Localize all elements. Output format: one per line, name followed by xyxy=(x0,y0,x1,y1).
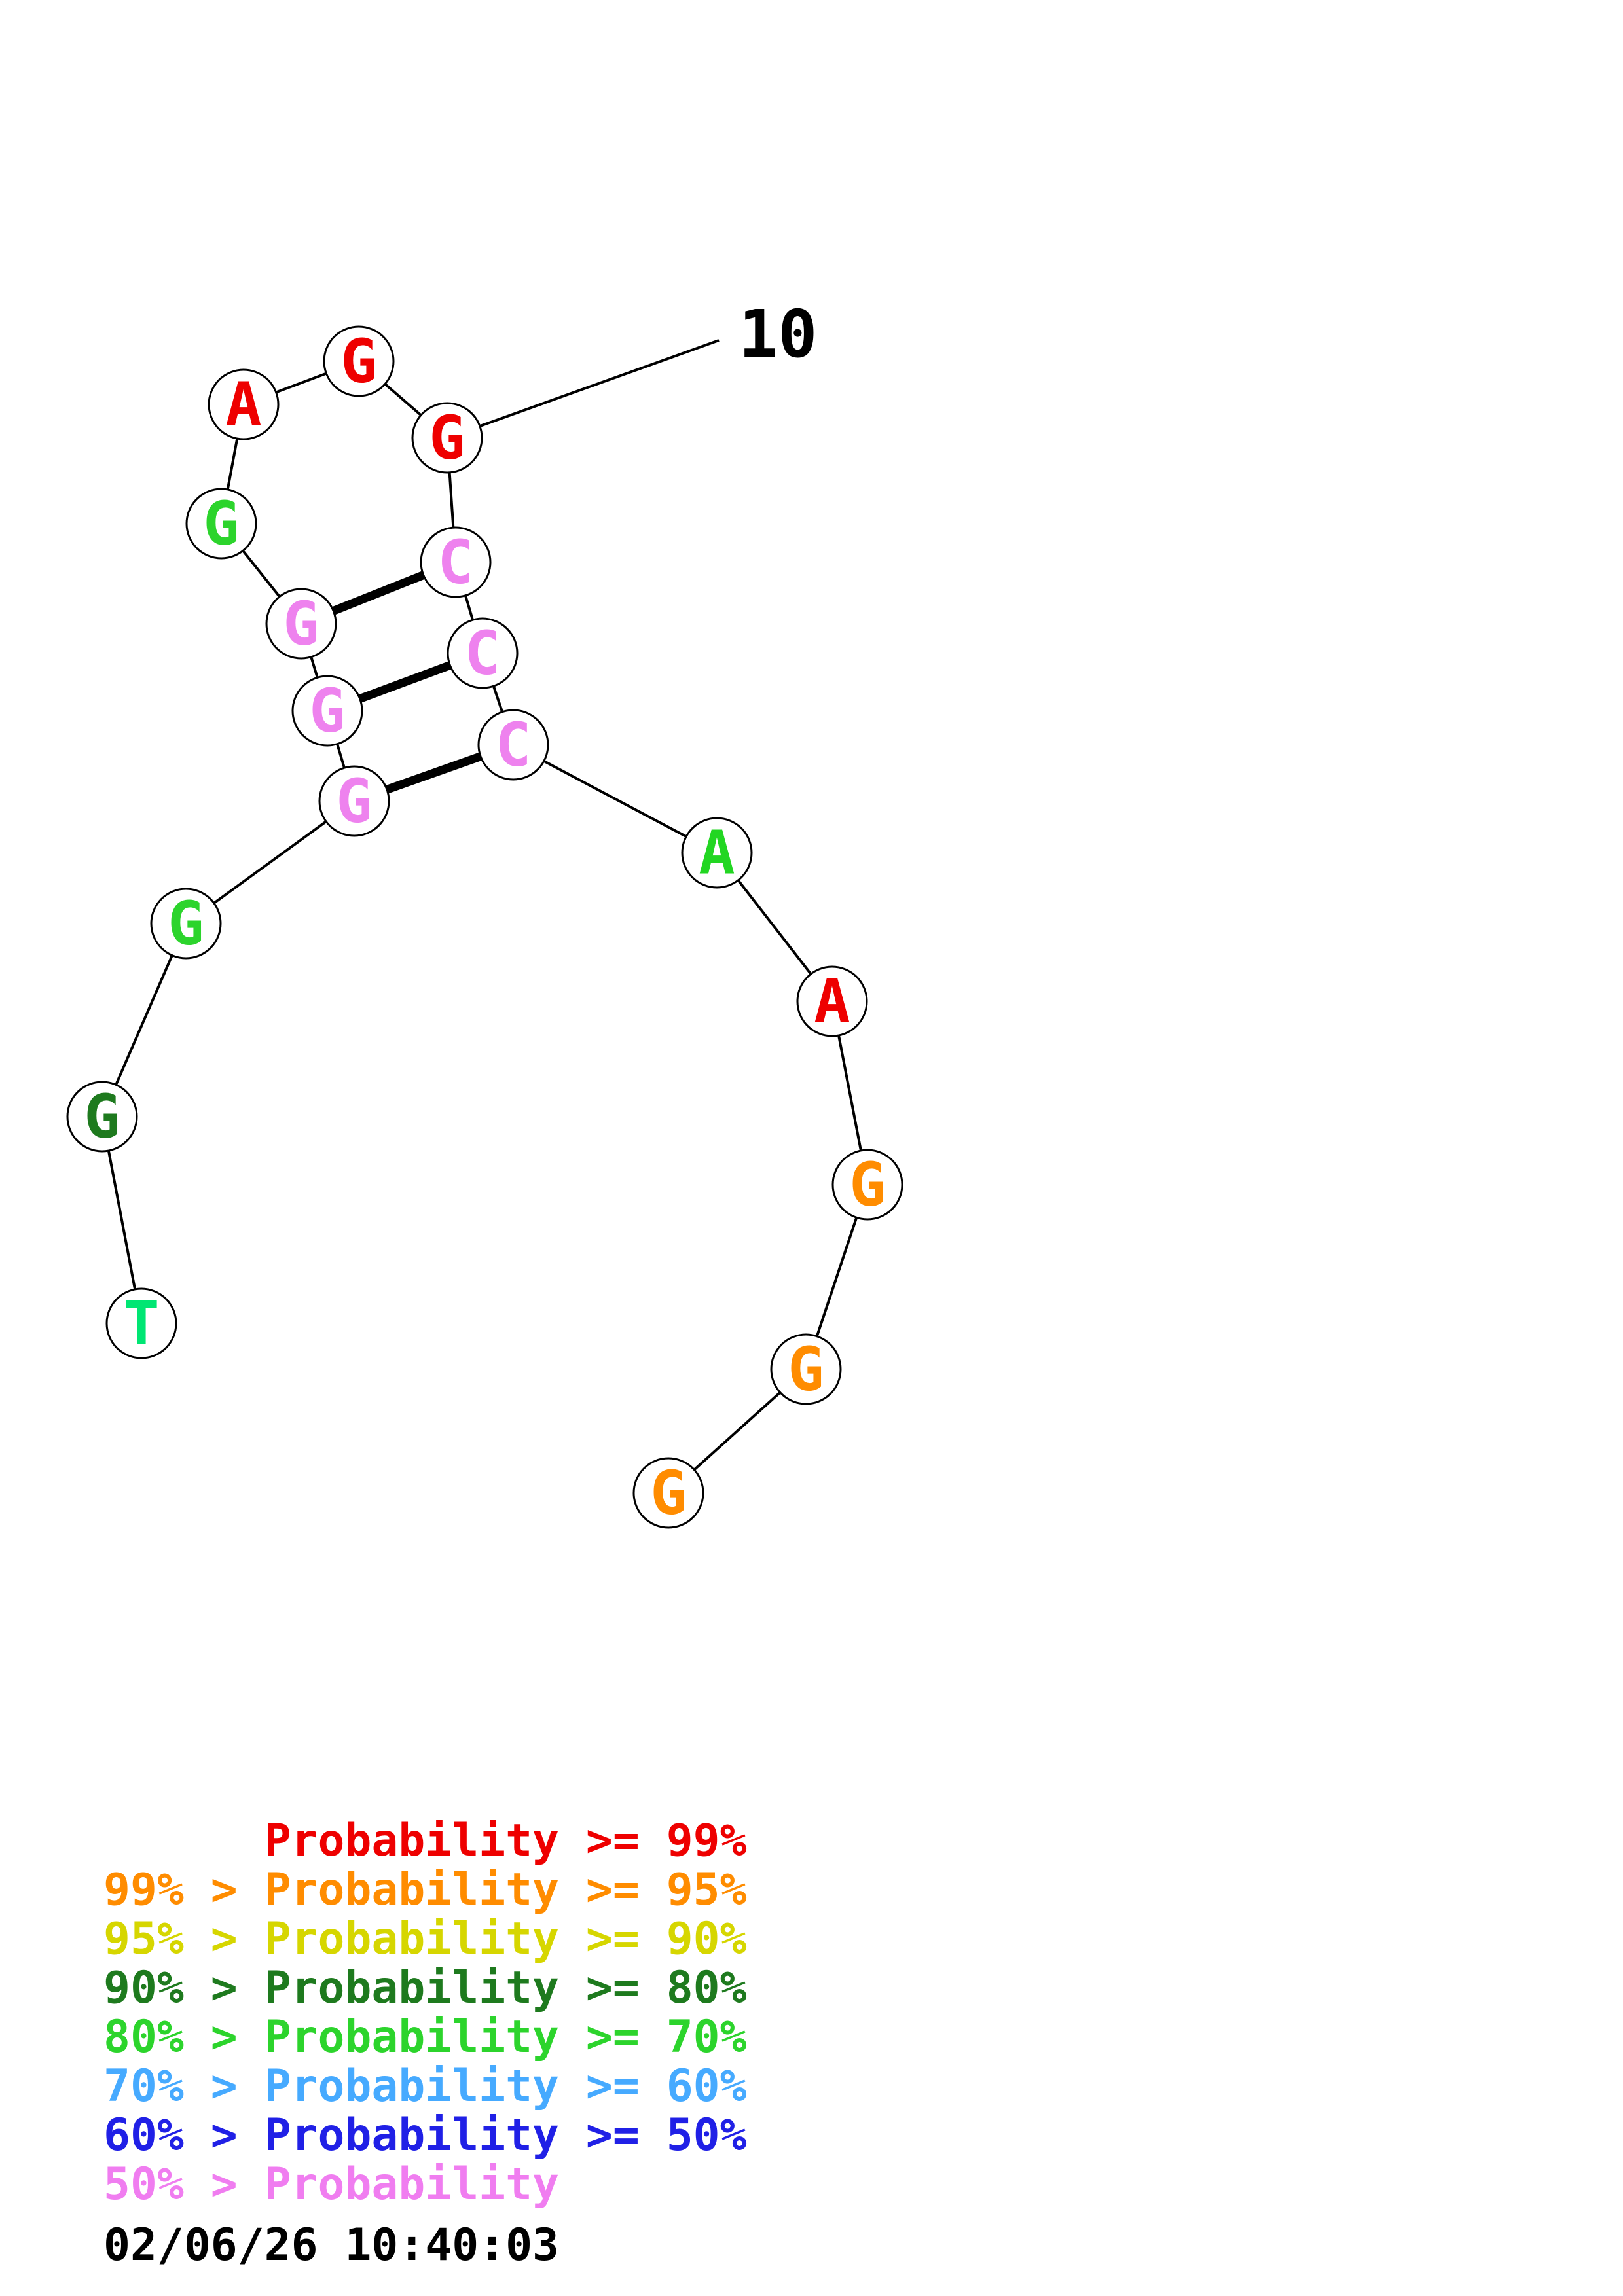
nucleotide-circle xyxy=(681,817,753,889)
nucleotide-circle xyxy=(770,1333,842,1405)
nucleotide-letter: G xyxy=(336,766,372,836)
nucleotide-letter: A xyxy=(699,818,735,888)
legend-line: 70% > Probability >= 60% xyxy=(103,2060,747,2112)
legend-line: 60% > Probability >= 50% xyxy=(103,2109,747,2161)
legend: Probability >= 99% 99% > Probability >= 9… xyxy=(103,1816,747,2270)
nucleotide-circle xyxy=(318,765,390,837)
nucleotide-letter: G xyxy=(283,589,319,659)
leader-line-group xyxy=(447,339,720,439)
nucleotide-circle xyxy=(323,325,395,397)
nucleotide-circle xyxy=(265,588,337,660)
legend-line: Probability >= 99% xyxy=(103,1815,747,1867)
nucleotide-circle xyxy=(420,526,492,598)
nucleotide-letter: G xyxy=(650,1458,686,1528)
nucleotide-circle xyxy=(105,1287,177,1359)
legend-lines: Probability >= 99% 99% > Probability >= 9… xyxy=(103,1816,747,2209)
nucleotide-circle xyxy=(831,1149,903,1221)
nucleotide-letter: C xyxy=(464,619,500,689)
legend-line: 80% > Probability >= 70% xyxy=(103,2011,747,2063)
nucleotide-letter: A xyxy=(814,967,850,1037)
nucleotide-letter: G xyxy=(203,489,239,559)
legend-line: 99% > Probability >= 95% xyxy=(103,1864,747,1916)
nucleotide-letter: C xyxy=(495,710,531,780)
nucleotide-circle xyxy=(208,368,280,440)
legend-line: 95% > Probability >= 90% xyxy=(103,1913,747,1965)
timestamp: 02/06/26 10:40:03 xyxy=(103,2219,559,2271)
nucleotide-circle xyxy=(796,965,868,1037)
nucleotide-circle xyxy=(66,1081,138,1153)
nucleotide-circle xyxy=(632,1457,704,1529)
backbone-segment xyxy=(513,744,718,854)
nucleotide-letter: G xyxy=(168,889,204,959)
nucleotide-letter: C xyxy=(437,528,473,598)
nucleotide-letter: G xyxy=(309,676,345,746)
nucleotide-circle xyxy=(291,675,363,747)
nucleotide-letter: G xyxy=(849,1150,885,1220)
nucleotide-circle xyxy=(447,617,519,689)
nucleotide-circle xyxy=(185,488,257,560)
legend-line: 50% > Probability xyxy=(103,2159,559,2210)
nucleotide-letter: G xyxy=(340,327,376,397)
nucleotide-circle xyxy=(150,888,222,960)
nucleotide-letter: G xyxy=(788,1335,824,1405)
position-label-group: 10 xyxy=(739,296,817,372)
nucleotide-circle xyxy=(477,709,549,781)
label-leader-line xyxy=(447,339,720,439)
nucleotide-circle xyxy=(411,402,483,474)
legend-line: 90% > Probability >= 80% xyxy=(103,1962,747,2014)
nucleotide-letter: A xyxy=(225,370,261,440)
position-label: 10 xyxy=(739,296,817,372)
nucleotide-letter: G xyxy=(84,1082,120,1152)
nucleotide-letter: T xyxy=(123,1289,159,1359)
nucleotide-letter: G xyxy=(429,403,465,473)
